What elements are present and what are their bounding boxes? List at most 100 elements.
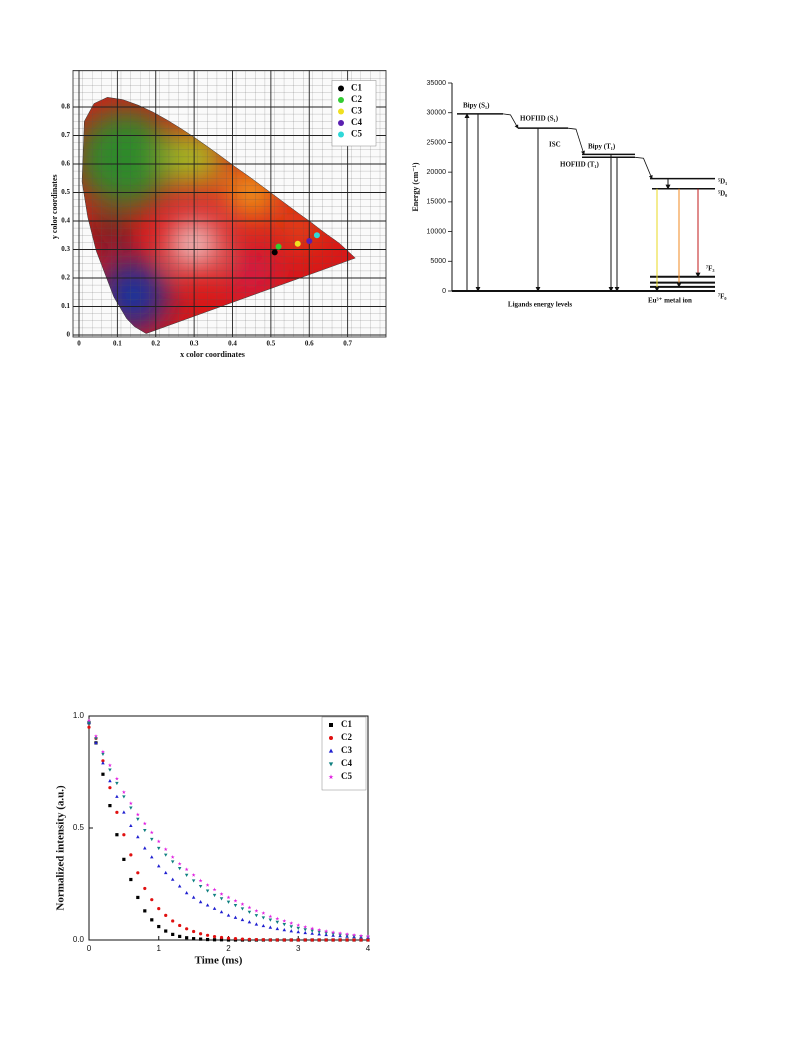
cie-blob bbox=[229, 249, 275, 295]
y-tick-label: 0 bbox=[67, 331, 71, 339]
data-point bbox=[219, 938, 224, 942]
legend-label: C2 bbox=[341, 732, 352, 742]
y-tick-label: 25000 bbox=[427, 139, 447, 146]
y-tick-label: 0 bbox=[442, 288, 446, 295]
data-point bbox=[261, 923, 266, 928]
legend-label: C1 bbox=[341, 719, 352, 729]
data-point bbox=[185, 927, 189, 931]
data-point bbox=[122, 810, 126, 814]
group-label: Ligands energy levels bbox=[508, 301, 572, 309]
data-point bbox=[240, 937, 245, 941]
data-point bbox=[115, 781, 119, 786]
data-point bbox=[150, 855, 154, 859]
data-point bbox=[191, 872, 196, 877]
data-point bbox=[205, 903, 210, 907]
data-point bbox=[164, 913, 168, 917]
y-tick-label: 15000 bbox=[427, 199, 447, 206]
data-point bbox=[129, 806, 133, 810]
data-point bbox=[184, 867, 189, 872]
data-point bbox=[199, 932, 203, 936]
legend-marker bbox=[338, 108, 344, 115]
data-point bbox=[268, 938, 272, 942]
data-point bbox=[108, 779, 112, 783]
connector bbox=[634, 156, 653, 180]
data-point bbox=[247, 910, 252, 914]
data-point bbox=[184, 891, 189, 895]
connector bbox=[502, 113, 519, 129]
data-point bbox=[212, 893, 217, 898]
data-point bbox=[275, 938, 279, 942]
data-point bbox=[303, 938, 307, 942]
data-point bbox=[275, 926, 280, 931]
data-point bbox=[108, 768, 112, 772]
data-point bbox=[219, 892, 224, 896]
data-point bbox=[143, 909, 147, 913]
data-point bbox=[310, 938, 314, 942]
data-point bbox=[185, 936, 189, 940]
legend-marker bbox=[338, 97, 344, 103]
data-point bbox=[115, 794, 119, 798]
data-point bbox=[233, 904, 238, 908]
data-point bbox=[150, 898, 154, 902]
y-tick-label: 0.6 bbox=[61, 160, 70, 168]
x-tick-label: 2 bbox=[226, 944, 231, 953]
legend-box bbox=[321, 716, 367, 791]
data-point bbox=[226, 895, 231, 900]
legend-label: C4 bbox=[351, 117, 362, 127]
data-point bbox=[178, 934, 182, 939]
data-point bbox=[157, 907, 161, 911]
data-point bbox=[142, 821, 147, 826]
data-point bbox=[212, 938, 217, 942]
data-point bbox=[191, 879, 196, 883]
data-point bbox=[94, 737, 98, 741]
data-point bbox=[184, 873, 189, 877]
data-point bbox=[177, 861, 182, 866]
data-point bbox=[310, 929, 314, 933]
data-point bbox=[226, 913, 231, 917]
legend-marker bbox=[328, 762, 334, 767]
y-axis-label: y color coordinates bbox=[50, 174, 59, 239]
y-tick-label: 5000 bbox=[430, 258, 446, 265]
data-point bbox=[366, 938, 370, 942]
y-tick-label: 0.3 bbox=[61, 245, 70, 253]
data-point bbox=[212, 935, 217, 939]
data-point bbox=[108, 804, 112, 808]
level-label: HOFIID (S₁) bbox=[520, 115, 559, 123]
legend-marker bbox=[328, 774, 334, 780]
data-point bbox=[101, 752, 105, 756]
annotation: ISC bbox=[549, 141, 561, 149]
data-point bbox=[240, 902, 245, 906]
data-point bbox=[94, 740, 98, 745]
level-label: ⁷F₃ bbox=[706, 265, 714, 273]
data-point bbox=[122, 833, 126, 837]
data-point bbox=[359, 938, 363, 942]
y-tick-label: 0.1 bbox=[61, 302, 70, 310]
data-point bbox=[233, 937, 238, 941]
group-label: Eu³⁺ metal ion bbox=[648, 297, 692, 305]
x-tick-label: 0.4 bbox=[228, 340, 237, 348]
data-point bbox=[317, 938, 321, 942]
data-point bbox=[115, 810, 119, 814]
x-tick-label: 0.3 bbox=[190, 340, 199, 348]
data-point bbox=[114, 776, 119, 781]
x-axis-label: x color coordinates bbox=[180, 350, 245, 359]
data-point bbox=[306, 237, 313, 244]
data-point bbox=[317, 930, 321, 934]
data-point bbox=[310, 926, 315, 931]
data-point bbox=[226, 900, 231, 904]
data-point bbox=[268, 925, 273, 929]
level-label: ⁵D₀ bbox=[718, 190, 727, 198]
x-tick-label: 0.6 bbox=[305, 340, 314, 348]
y-tick-label: 0.4 bbox=[61, 217, 70, 225]
x-tick-label: 0.1 bbox=[113, 340, 122, 348]
data-point bbox=[178, 923, 182, 928]
data-point bbox=[198, 884, 203, 889]
data-point bbox=[101, 761, 105, 765]
legend-marker bbox=[338, 131, 344, 138]
y-axis-label: Energy (cm⁻¹) bbox=[411, 162, 420, 211]
data-point bbox=[170, 855, 175, 859]
x-tick-label: 0 bbox=[87, 944, 92, 953]
data-point bbox=[219, 935, 224, 940]
data-point bbox=[303, 930, 307, 935]
data-point bbox=[129, 877, 133, 882]
